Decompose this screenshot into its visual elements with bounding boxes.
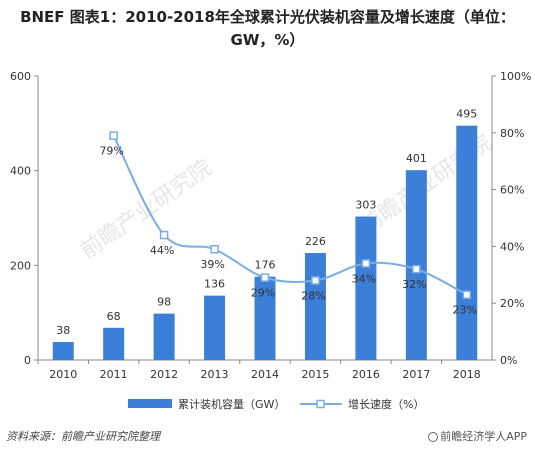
growth-label-2016: 34% (352, 272, 376, 285)
bar-label-2012: 98 (157, 296, 171, 309)
y-left-tick-label-1: 200 (10, 259, 31, 272)
y-left-tick-label-0: 0 (24, 354, 31, 367)
chart-title: BNEF 图表1：2010-2018年全球累计光伏装机容量及增长速度（单位： G… (0, 6, 535, 52)
legend-bar-swatch (128, 399, 172, 408)
growth-label-2018: 23% (453, 304, 477, 317)
x-tick-label-2012: 2012 (150, 368, 178, 381)
brand-credit: 前瞻经济学人APP (428, 428, 527, 444)
growth-point-2011 (109, 131, 118, 140)
legend-line-label: 增长速度（%） (348, 397, 424, 411)
x-tick-label-2013: 2013 (201, 368, 229, 381)
y-right-tick-label-0: 0% (500, 354, 517, 367)
growth-point-2016 (361, 259, 371, 268)
growth-label-2014: 29% (251, 287, 275, 300)
x-tick-label-2016: 2016 (352, 368, 380, 381)
bar-label-2018: 495 (456, 108, 477, 121)
y-right-tick-label-4: 80% (500, 127, 524, 140)
bar-label-2014: 176 (255, 259, 276, 272)
bar-2018 (456, 125, 478, 360)
growth-label-2015: 28% (301, 289, 325, 302)
growth-point-2014 (260, 273, 270, 282)
x-tick-label-2010: 2010 (49, 368, 77, 381)
brand-logo-icon (428, 432, 439, 442)
y-right-tick-label-2: 40% (500, 240, 524, 253)
growth-label-2013: 39% (200, 258, 224, 271)
y-left-tick-label-2: 400 (10, 165, 31, 178)
y-left-tick-label-3: 600 (10, 70, 31, 83)
bar-label-2016: 303 (355, 199, 376, 212)
bar-label-2011: 68 (107, 310, 121, 323)
bar-2011 (103, 327, 125, 360)
growth-label-2011: 79% (99, 145, 123, 158)
bar-2010 (52, 342, 74, 360)
growth-point-2017 (412, 264, 421, 274)
chart-title-line1: BNEF 图表1：2010-2018年全球累计光伏装机容量及增长速度（单位： (20, 8, 515, 26)
bar-2012 (153, 313, 175, 360)
growth-label-2017: 32% (402, 278, 426, 291)
x-tick-label-2018: 2018 (453, 368, 481, 381)
growth-point-2015 (311, 276, 320, 285)
source-note: 资料来源：前瞻产业研究院整理 (6, 430, 160, 443)
x-tick-label-2017: 2017 (402, 368, 430, 381)
bar-2013 (204, 295, 226, 360)
bar-label-2017: 401 (406, 152, 427, 165)
bar-2016 (355, 216, 377, 360)
y-right-tick-label-5: 100% (500, 70, 531, 83)
legend-bar-label: 累计装机容量（GW） (178, 397, 285, 411)
watermark-0: 前瞻产业研究院 (76, 155, 217, 264)
bar-label-2015: 226 (305, 235, 326, 248)
chart-title-line2: GW，%） (230, 31, 305, 49)
brand-text: 前瞻经济学人APP (440, 430, 527, 443)
growth-label-2012: 44% (150, 244, 174, 257)
bar-2015 (304, 253, 326, 360)
x-tick-label-2011: 2011 (100, 368, 128, 381)
x-tick-label-2015: 2015 (301, 368, 329, 381)
growth-point-2012 (159, 230, 169, 240)
y-right-tick-label-3: 60% (500, 184, 524, 197)
growth-point-2018 (462, 290, 472, 299)
bar-label-2013: 136 (204, 278, 225, 291)
y-right-tick-label-1: 20% (500, 297, 524, 310)
bar-label-2010: 38 (56, 324, 70, 337)
growth-point-2013 (210, 244, 219, 254)
bar-2014 (254, 276, 276, 360)
x-tick-label-2014: 2014 (251, 368, 279, 381)
legend-line-marker (316, 399, 325, 409)
